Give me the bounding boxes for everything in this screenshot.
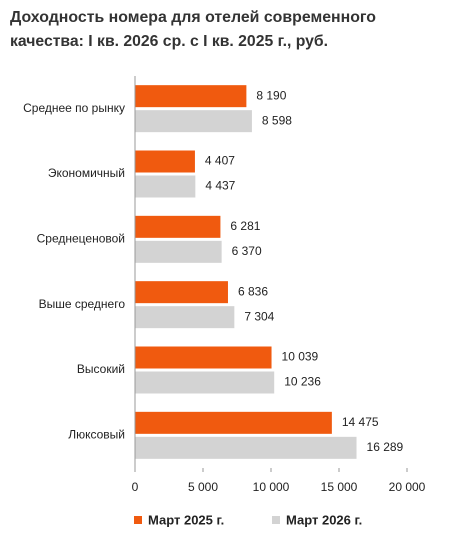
bar (135, 240, 222, 263)
category-label: Среднеценовой (37, 232, 125, 246)
bar (135, 281, 228, 304)
bar (135, 411, 332, 434)
chart-title: Доходность номера для отелей современног… (10, 9, 376, 26)
bar (135, 306, 235, 329)
legend: Март 2025 г. (148, 512, 224, 527)
bar (135, 436, 357, 459)
category-label: Выше среднего (39, 297, 126, 311)
value-label: 6 836 (238, 284, 268, 298)
x-tick-label: 0 (132, 480, 139, 494)
bar (135, 371, 275, 394)
value-label: 16 289 (367, 440, 404, 454)
bar (135, 175, 196, 198)
bar (135, 150, 195, 173)
value-label: 6 370 (232, 244, 262, 258)
value-label: 10 236 (284, 375, 321, 389)
value-label: 6 281 (230, 219, 260, 233)
value-label: 8 598 (262, 113, 292, 127)
bar (135, 85, 247, 108)
category-label: Люксовый (68, 428, 125, 442)
bar (135, 215, 221, 238)
x-tick-label: 5 000 (188, 480, 218, 494)
category-label: Высокий (77, 362, 125, 376)
chart-title: качества: I кв. 2026 ср. с I кв. 2025 г.… (10, 33, 328, 50)
value-label: 10 039 (282, 350, 319, 364)
x-tick-label: 15 000 (321, 480, 358, 494)
legend: Март 2026 г. (286, 512, 362, 527)
value-label: 14 475 (342, 415, 379, 429)
category-label: Среднее по рынку (23, 101, 125, 115)
value-label: 8 190 (256, 88, 286, 102)
bar (135, 110, 252, 133)
x-tick-label: 20 000 (389, 480, 426, 494)
value-label: 7 304 (244, 309, 274, 323)
bar (135, 346, 272, 369)
legend-swatch (272, 516, 280, 524)
value-label: 4 437 (205, 179, 235, 193)
legend-swatch (134, 516, 142, 524)
value-label: 4 407 (205, 154, 235, 168)
category-label: Экономичный (48, 166, 125, 180)
x-tick-label: 10 000 (253, 480, 290, 494)
